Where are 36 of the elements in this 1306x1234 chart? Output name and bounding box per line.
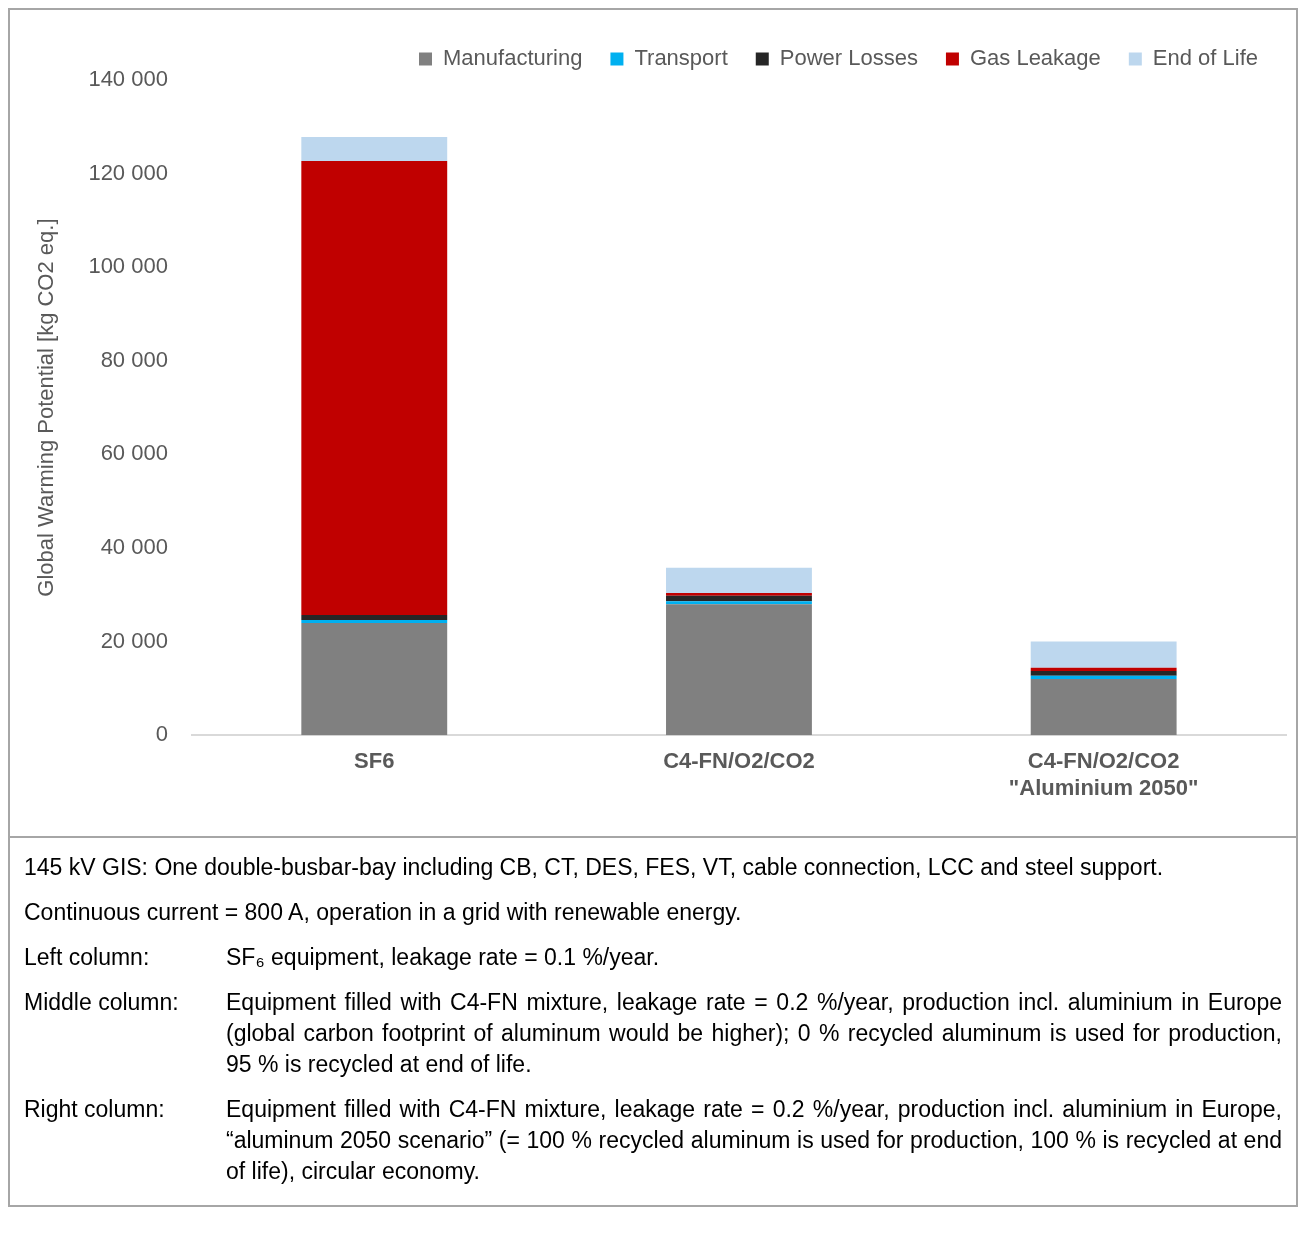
y-tick-label: 60 000 [100, 440, 168, 466]
y-tick-label: 140 000 [88, 66, 168, 92]
text: Continuous current = 800 A, operation in a grid with renewable energy. [24, 898, 743, 928]
y-axis-title: Global Warming Potential [kg CO2 eq.] [33, 218, 59, 597]
y-tick-label: 40 000 [100, 534, 168, 560]
legend-label: Transport [634, 45, 728, 71]
bar [301, 620, 448, 623]
legend-label: End of Life [1152, 45, 1258, 71]
legend-label: Gas Leakage [969, 45, 1101, 71]
bar [666, 604, 812, 736]
legend-label: Power Losses [779, 45, 918, 71]
y-tick-label: 120 000 [88, 159, 168, 185]
x-tick-label: C4-FN/O2/CO2 [663, 748, 815, 774]
bar [1030, 641, 1177, 668]
y-tick-label: 80 000 [100, 346, 168, 372]
bar [666, 601, 812, 605]
legend-label: Manufacturing [443, 45, 583, 71]
bar [1030, 675, 1177, 680]
text: 145 kV GIS: One double-busbar-bay including CB, CT, DES, FES, VT, cable connection, LCC and steel support. [24, 853, 1165, 882]
bar [1030, 671, 1177, 676]
bar [301, 622, 448, 736]
x-tick-label: SF6 [354, 748, 395, 774]
bar [301, 614, 448, 621]
bar [301, 137, 448, 161]
bar [1030, 679, 1177, 736]
text: Left column: SF₆ equipment, leakage rate = 0.1 %/year. [24, 944, 660, 971]
bar [1030, 667, 1177, 672]
y-tick-label: 0 [155, 721, 168, 747]
bar [301, 160, 448, 615]
y-tick-label: 20 000 [100, 627, 168, 653]
x-tick-label: C4-FN/O2/CO2 "Aluminium 2050" [1008, 748, 1199, 800]
text: Right column: Equipment filled with C4-FN mixture, leakage rate = 0.2 %/year, production incl. aluminium in Europe, “aluminum 2050 scenario” (= 100 % recycled aluminum is used for production, 100 % is recycled at end of life), circular economy. [24, 1096, 1282, 1185]
bar [666, 592, 812, 596]
bar [666, 567, 812, 593]
text: Middle column: Equipment filled with C4-FN mixture, leakage rate = 0.2 %/year, production incl. aluminium in Europe (global carbon footprint of aluminum would be higher); 0 % recycled aluminum is used for production, 95 % is recycled at end of life. [24, 989, 1282, 1078]
y-tick-label: 100 000 [88, 253, 168, 279]
